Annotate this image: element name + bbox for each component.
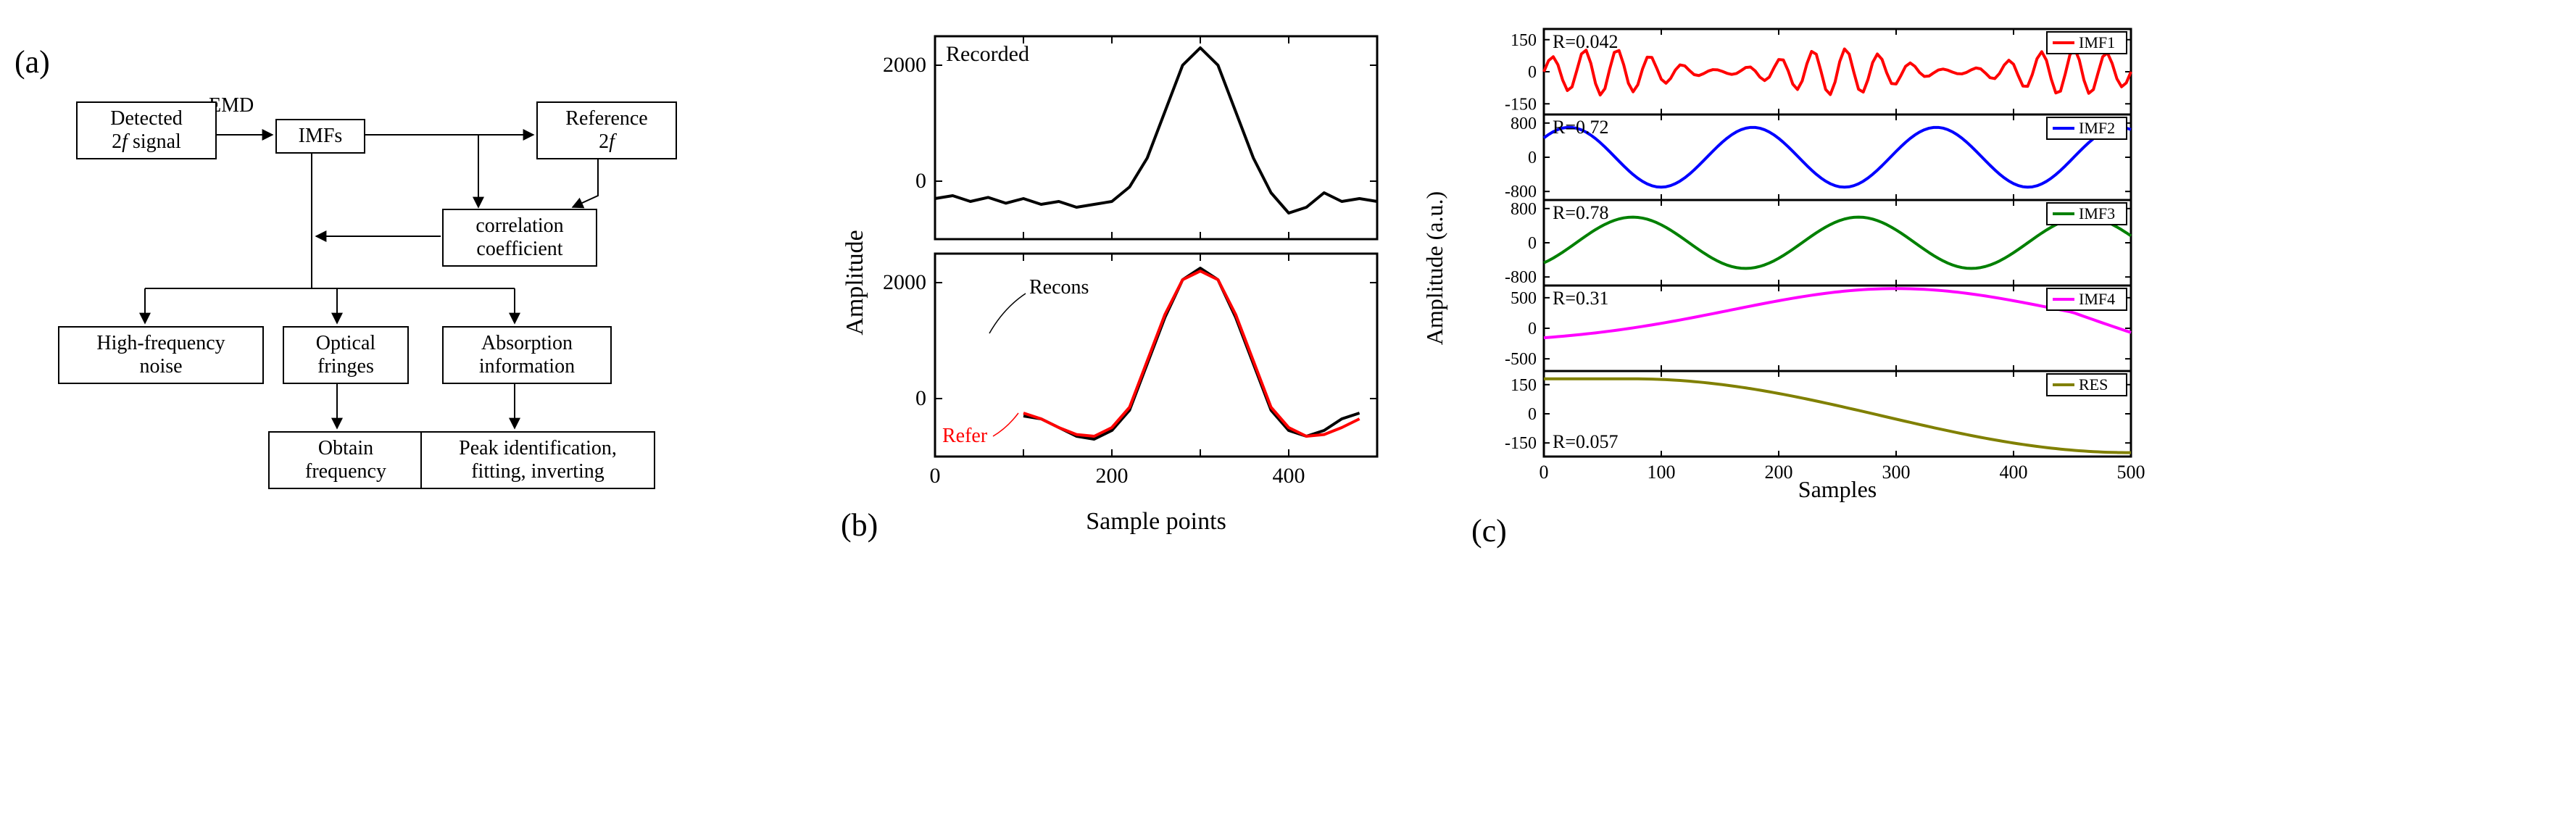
- svg-text:-500: -500: [1505, 350, 1537, 369]
- node-hfn: High-frequencynoise: [58, 326, 264, 384]
- svg-text:-150: -150: [1505, 95, 1537, 114]
- svg-text:2000: 2000: [883, 53, 926, 77]
- svg-text:R=0.72: R=0.72: [1553, 117, 1609, 138]
- svg-text:Recorded: Recorded: [946, 42, 1029, 66]
- svg-text:2000: 2000: [883, 270, 926, 294]
- svg-text:-150: -150: [1505, 434, 1537, 453]
- svg-text:IMF1: IMF1: [2079, 33, 2115, 51]
- svg-text:0: 0: [1528, 149, 1537, 167]
- node-optf: Opticalfringes: [283, 326, 409, 384]
- panel-b-label: (b): [841, 507, 878, 544]
- svg-text:R=0.057: R=0.057: [1553, 431, 1619, 452]
- svg-text:R=0.042: R=0.042: [1553, 31, 1619, 52]
- svg-text:Sample points: Sample points: [1086, 508, 1226, 535]
- panel-c-label: (c): [1471, 512, 1507, 549]
- node-imfs: IMFs: [275, 119, 365, 154]
- node-corr: correlationcoefficient: [442, 209, 597, 267]
- panel-b: AmplitudeSample points02000Recorded02000…: [841, 22, 1392, 544]
- node-peak: Peak identification,fitting, inverting: [420, 431, 655, 489]
- svg-text:0: 0: [1528, 405, 1537, 424]
- svg-text:Amplitude: Amplitude: [842, 230, 868, 335]
- svg-text:IMF2: IMF2: [2079, 119, 2115, 137]
- svg-text:500: 500: [1511, 289, 1537, 308]
- svg-text:200: 200: [1096, 464, 1129, 488]
- node-reference: Reference2f: [536, 101, 677, 159]
- node-absinfo: Absorptioninformation: [442, 326, 612, 384]
- svg-text:100: 100: [1648, 462, 1676, 483]
- svg-text:Samples: Samples: [1798, 476, 1877, 502]
- svg-text:IMF3: IMF3: [2079, 204, 2115, 222]
- panel-a: (a): [14, 22, 812, 544]
- svg-text:0: 0: [915, 386, 926, 410]
- svg-text:IMF4: IMF4: [2079, 290, 2115, 308]
- svg-text:Recons: Recons: [1029, 276, 1089, 299]
- node-detected: Detected2f signal: [76, 101, 217, 159]
- svg-text:Amplitude (a.u.): Amplitude (a.u.): [1421, 191, 1447, 345]
- panel-b-svg: AmplitudeSample points02000Recorded02000…: [841, 22, 1392, 544]
- svg-text:800: 800: [1511, 114, 1537, 133]
- svg-text:300: 300: [1882, 462, 1911, 483]
- svg-text:150: 150: [1511, 376, 1537, 395]
- svg-text:0: 0: [1540, 462, 1549, 483]
- panel-c-svg: Amplitude (a.u.)Samples-1500150R=0.042IM…: [1421, 22, 2145, 544]
- svg-text:0: 0: [915, 169, 926, 193]
- panel-c: Amplitude (a.u.)Samples-1500150R=0.042IM…: [1421, 22, 2145, 544]
- svg-text:RES: RES: [2079, 375, 2108, 393]
- svg-text:800: 800: [1511, 200, 1537, 219]
- svg-text:150: 150: [1511, 31, 1537, 50]
- node-obtf: Obtainfrequency: [268, 431, 423, 489]
- svg-text:R=0.78: R=0.78: [1553, 202, 1609, 223]
- svg-text:0: 0: [1528, 63, 1537, 82]
- svg-text:-800: -800: [1505, 268, 1537, 287]
- svg-text:500: 500: [2117, 462, 2145, 483]
- svg-text:Refer: Refer: [942, 425, 988, 447]
- svg-text:0: 0: [1528, 234, 1537, 253]
- figure: (a): [0, 0, 2576, 565]
- svg-text:400: 400: [2000, 462, 2028, 483]
- svg-text:0: 0: [1528, 320, 1537, 338]
- svg-text:R=0.31: R=0.31: [1553, 288, 1609, 309]
- svg-text:-800: -800: [1505, 183, 1537, 201]
- svg-text:0: 0: [930, 464, 941, 488]
- svg-text:200: 200: [1765, 462, 1793, 483]
- svg-text:400: 400: [1273, 464, 1305, 488]
